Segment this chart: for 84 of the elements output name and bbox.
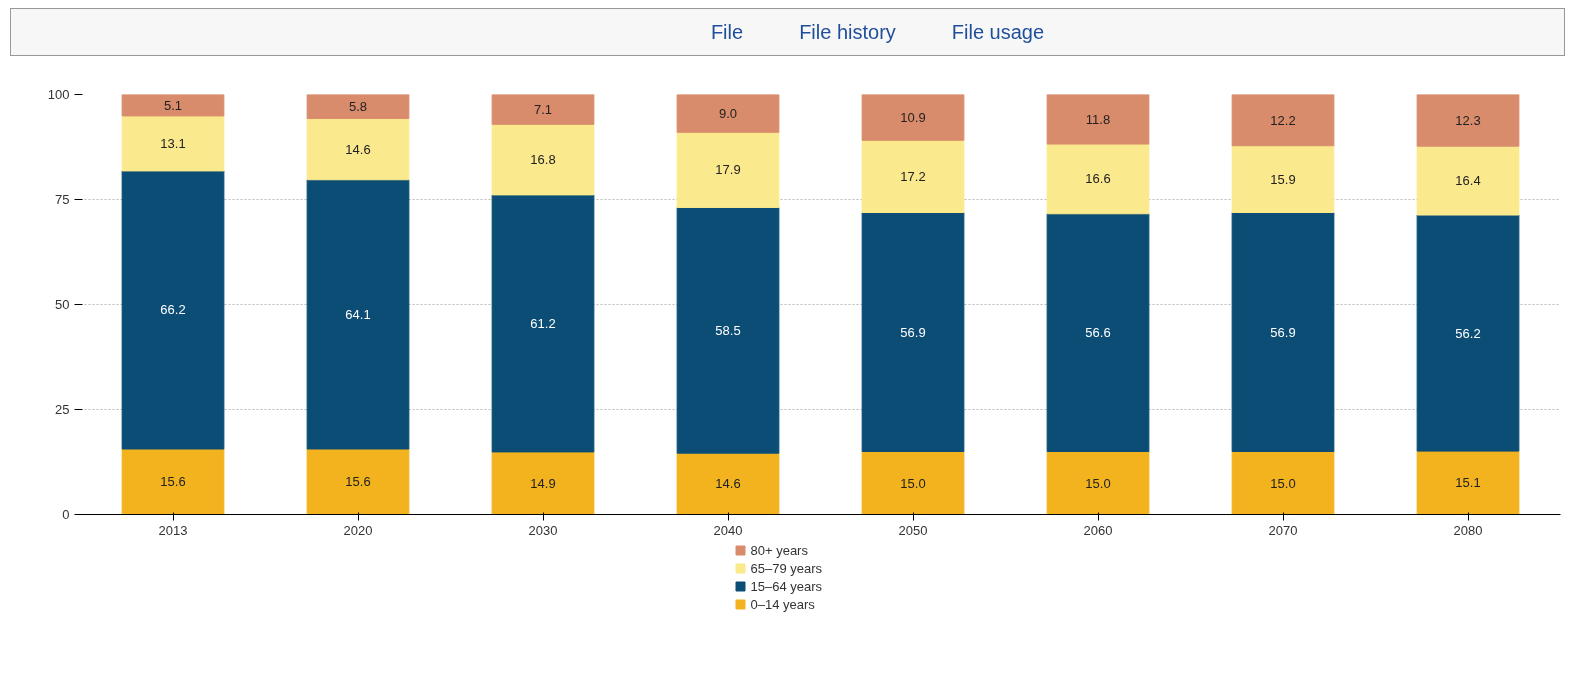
bar <box>121 170 225 450</box>
legend-label: 80+ years <box>750 543 809 558</box>
x-tick-label: 2080 <box>1453 522 1483 538</box>
y-tick-label: 25 <box>55 402 70 417</box>
data-label: 7.1 <box>533 101 553 117</box>
data-label: 58.5 <box>715 322 741 338</box>
data-label: 56.9 <box>900 324 926 340</box>
data-label: 64.1 <box>345 306 371 322</box>
bar <box>306 179 410 450</box>
bar <box>1416 94 1520 147</box>
x-tick-label: 2040 <box>713 522 743 538</box>
bar <box>491 451 595 515</box>
bar <box>1231 212 1335 452</box>
bar <box>491 194 595 453</box>
bar <box>306 448 410 515</box>
data-label: 13.1 <box>160 135 186 151</box>
bar <box>1046 94 1150 145</box>
data-label: 14.6 <box>345 141 371 157</box>
bar <box>1416 145 1520 216</box>
data-label: 56.6 <box>1085 325 1111 341</box>
data-label: 12.2 <box>1270 112 1296 128</box>
bar <box>676 131 780 208</box>
bar <box>491 94 595 125</box>
x-tick-label: 2070 <box>1268 522 1298 538</box>
bar <box>676 206 780 454</box>
legend-label: 65–79 years <box>750 561 823 576</box>
data-label: 56.2 <box>1455 325 1481 341</box>
data-label: 9.0 <box>718 105 738 121</box>
bar <box>1046 213 1150 452</box>
bar <box>1231 94 1335 147</box>
bar <box>306 117 410 181</box>
data-label: 16.4 <box>1455 173 1481 189</box>
bar <box>121 94 225 117</box>
data-label: 10.9 <box>900 109 926 125</box>
data-label: 14.9 <box>530 475 556 491</box>
data-label: 17.2 <box>900 168 926 184</box>
bar <box>491 123 595 196</box>
bar <box>306 94 410 119</box>
y-tick-label: 0 <box>62 507 70 522</box>
data-label: 15.0 <box>900 475 926 491</box>
data-label: 15.9 <box>1270 171 1296 187</box>
x-tick-label: 2060 <box>1083 522 1113 538</box>
data-label: 61.2 <box>530 315 556 331</box>
data-label: 56.9 <box>1270 324 1296 340</box>
data-label: 14.6 <box>715 476 741 492</box>
bar <box>121 448 225 515</box>
x-tick-label: 2050 <box>898 522 928 538</box>
legend-label: 0–14 years <box>750 597 816 612</box>
data-label: 15.6 <box>345 474 371 490</box>
bar <box>676 452 780 515</box>
data-label: 5.8 <box>348 98 368 114</box>
x-tick-label: 2020 <box>343 522 373 538</box>
bar <box>1231 451 1335 515</box>
bar <box>861 94 965 141</box>
data-label: 17.9 <box>715 162 741 178</box>
legend-label: 15–64 years <box>750 579 823 594</box>
x-tick-label: 2030 <box>528 522 558 538</box>
data-label: 15.6 <box>160 474 186 490</box>
bar <box>861 212 965 452</box>
bar <box>121 115 225 172</box>
bar <box>861 139 965 214</box>
data-label: 15.0 <box>1085 475 1111 491</box>
data-label: 11.8 <box>1085 111 1111 127</box>
x-tick-label: 2013 <box>158 522 188 538</box>
bar <box>1416 214 1520 452</box>
text: File usage <box>951 19 1045 45</box>
data-label: 16.8 <box>530 152 556 168</box>
data-label: 66.2 <box>160 302 186 318</box>
bar <box>1046 451 1150 515</box>
bar <box>1046 143 1150 215</box>
text: File history <box>799 19 896 45</box>
y-tick-label: 100 <box>47 87 70 102</box>
text: File <box>710 19 744 45</box>
bar <box>1416 450 1520 515</box>
data-label: 15.0 <box>1270 475 1296 491</box>
data-label: 5.1 <box>163 97 183 113</box>
y-tick-label: 50 <box>55 297 70 312</box>
data-label: 12.3 <box>1455 112 1481 128</box>
data-label: 15.1 <box>1455 475 1481 491</box>
bar <box>861 451 965 515</box>
data-label: 16.6 <box>1085 171 1111 187</box>
bar <box>676 94 780 133</box>
y-tick-label: 75 <box>55 192 70 207</box>
bar <box>1231 145 1335 214</box>
